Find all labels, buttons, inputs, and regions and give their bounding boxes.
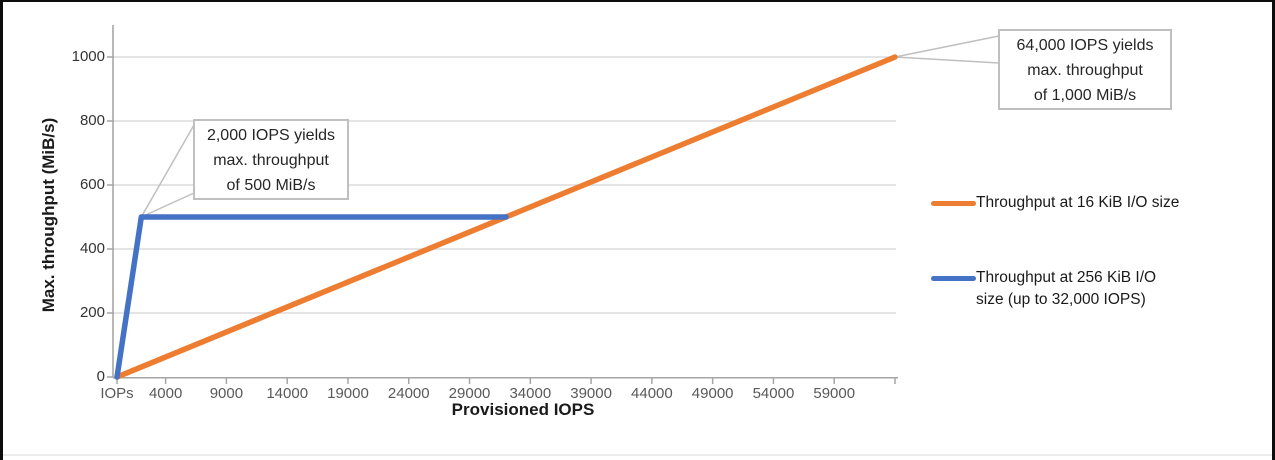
x-tick-label-29000: 29000	[448, 385, 491, 402]
legend-item-16kib: Throughput at 16 KiB I/O size	[931, 192, 1179, 214]
legend-label-256kib: Throughput at 256 KiB I/O size (up to 32…	[976, 267, 1156, 311]
x-tick-label-54000: 54000	[752, 385, 795, 402]
y-tick-label-400: 400	[79, 240, 105, 257]
y-tick-label-800: 800	[79, 112, 105, 129]
x-tick-label-44000: 44000	[631, 385, 673, 402]
callout-64000-iops: 64,000 IOPS yields max. throughput of 1,…	[998, 29, 1172, 110]
legend-label-256kib-line1: Throughput at 256 KiB I/O	[976, 269, 1157, 286]
legend-label-16kib: Throughput at 16 KiB I/O size	[976, 194, 1180, 211]
leader-line-callout-2000-iops	[141, 192, 195, 218]
leader-line-callout-2000-iops	[140, 124, 195, 218]
x-tick-label-34000: 34000	[509, 385, 552, 402]
x-tick-label-14000: 14000	[266, 385, 309, 402]
legend-item-256kib: Throughput at 256 KiB I/O size (up to 32…	[931, 267, 1156, 311]
callout-2000-iops: 2,000 IOPS yields max. throughput of 500…	[193, 119, 349, 200]
leader-line-callout-64000-iops	[894, 56, 1000, 64]
x-tick-label-19000: 19000	[327, 385, 369, 402]
legend-swatch-16kib-icon	[931, 201, 976, 206]
legend-swatch-256kib-icon	[931, 276, 976, 281]
callout-64000-iops-line1: 64,000 IOPS yields	[1016, 37, 1154, 54]
bottom-divider	[3, 454, 1272, 456]
leader-line-callout-64000-iops	[894, 35, 1000, 58]
x-tick-label-24000: 24000	[387, 385, 430, 402]
callout-2000-iops-line1: 2,000 IOPS yields	[206, 127, 336, 144]
callout-64000-iops-line3: of 1,000 MiB/s	[1033, 87, 1137, 104]
y-tick-label-200: 200	[79, 304, 105, 321]
series-line-256kib	[114, 214, 509, 380]
x-tick-label-IOPs: IOPs	[100, 385, 134, 402]
x-tick-label-39000: 39000	[570, 385, 612, 402]
callout-64000-iops-line2: max. throughput	[1027, 62, 1143, 79]
callout-2000-iops-line2: max. throughput	[213, 152, 329, 169]
x-tick-label-59000: 59000	[813, 385, 856, 402]
y-tick-label-1000: 1000	[71, 48, 105, 65]
x-tick-label-49000: 49000	[691, 385, 734, 402]
x-axis-title: Provisioned IOPS	[451, 400, 595, 419]
y-axis-title: Max. throughput (MiB/s)	[39, 117, 58, 313]
x-tick-label-9000: 9000	[209, 385, 244, 402]
y-tick-label-0: 0	[96, 368, 105, 385]
x-tick-label-4000: 4000	[148, 385, 183, 402]
callout-2000-iops-line3: of 500 MiB/s	[226, 177, 316, 194]
legend-label-256kib-line2: size (up to 32,000 IOPS)	[976, 291, 1146, 308]
y-tick-label-600: 600	[79, 176, 105, 193]
